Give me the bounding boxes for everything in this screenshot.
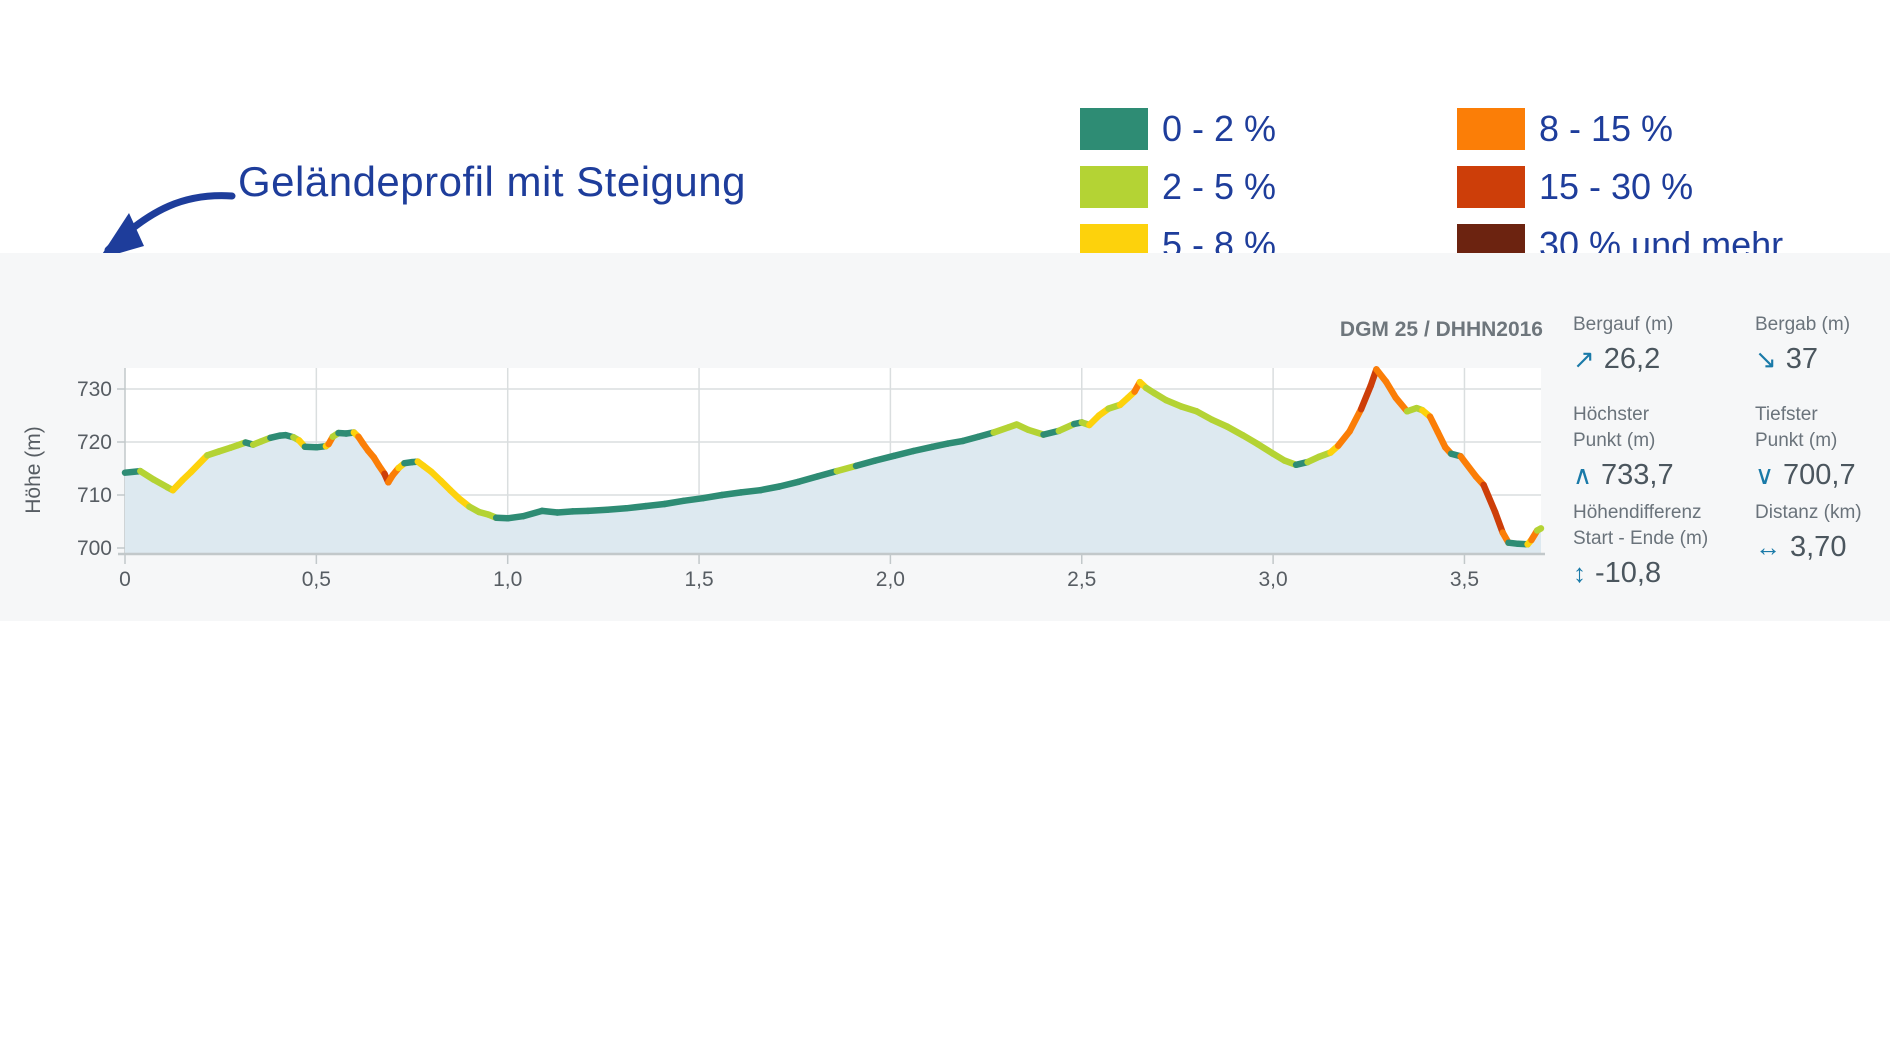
stat-label: Tiefster Punkt (m) <box>1755 404 1838 451</box>
legend-swatch <box>1457 108 1525 150</box>
chevron-down-icon: ∨ <box>1755 460 1775 490</box>
legend-label: 15 - 30 % <box>1539 166 1694 207</box>
profile-segment <box>910 443 936 455</box>
profile-segment <box>1480 481 1499 516</box>
stat-block: Höchster Punkt (m) ∧ 733,7 <box>1573 402 1748 492</box>
arrow-up-right-icon: ↗ <box>1573 344 1595 374</box>
x-tick-label: 3,5 <box>1450 568 1479 591</box>
chevron-up-icon: ∧ <box>1573 460 1593 490</box>
profile-segment <box>795 473 821 486</box>
y-tick-label: 700 <box>77 537 112 560</box>
profile-segment <box>814 467 841 480</box>
x-tick-label: 2,0 <box>876 568 905 591</box>
stat-block: Bergauf (m) ↗ 26,2 <box>1573 312 1748 376</box>
legend-item: 0 - 2 % <box>1080 108 1276 150</box>
profile-segment <box>187 452 211 476</box>
x-tick-label: 1,5 <box>684 568 713 591</box>
stat-block: Höhendifferenz Start - Ende (m) ↕ -10,8 <box>1573 500 1748 590</box>
profile-segment <box>890 447 917 460</box>
chart-source-label: DGM 25 / DHHN2016 <box>1340 318 1543 341</box>
x-tick-label: 0 <box>119 568 131 591</box>
arrow-left-right-icon: ↔ <box>1755 532 1781 562</box>
legend-item: 2 - 5 % <box>1080 166 1276 208</box>
profile-segment <box>1357 382 1374 413</box>
legend-swatch <box>1457 166 1525 208</box>
stat-label: Höchster Punkt (m) <box>1573 404 1656 451</box>
x-tick-label: 1,0 <box>493 568 522 591</box>
profile-segment <box>1457 453 1480 480</box>
stat-block: Tiefster Punkt (m) ∨ 700,7 <box>1755 402 1890 492</box>
legend-label: 8 - 15 % <box>1539 108 1674 149</box>
elevation-profile-chart[interactable]: 700 710 720 730 0 0,5 1,0 1,5 2,0 2,5 3,0 3,5 Höhe (… <box>0 253 1890 621</box>
y-tick-label: 730 <box>77 378 112 401</box>
elevation-area-fill <box>125 369 1541 553</box>
stat-value: ↔ 3,70 <box>1755 531 1847 563</box>
stat-value: ↘ 37 <box>1755 343 1819 375</box>
profile-segment <box>871 452 898 464</box>
stat-block: Distanz (km) ↔ 3,70 <box>1755 500 1890 564</box>
arrow-down-right-icon: ↘ <box>1755 344 1777 374</box>
stat-value: ↕ -10,8 <box>1573 557 1662 589</box>
y-tick-label: 720 <box>77 431 112 454</box>
stat-value: ∧ 733,7 <box>1573 459 1674 491</box>
profile-segment <box>1533 525 1545 534</box>
stat-label: Distanz (km) <box>1755 502 1862 523</box>
legend-item: 15 - 30 % <box>1457 166 1783 208</box>
legend-label: 2 - 5 % <box>1162 166 1277 207</box>
legend-label: 0 - 2 % <box>1162 108 1277 149</box>
stat-label: Höhendifferenz Start - Ende (m) <box>1573 502 1709 549</box>
profile-segment <box>833 462 860 475</box>
legend-swatch <box>1080 166 1148 208</box>
profile-segment <box>1491 508 1506 536</box>
stat-value: ∨ 700,7 <box>1755 459 1856 491</box>
y-axis-title: Höhe (m) <box>22 426 45 514</box>
profile-segment <box>1346 405 1365 435</box>
stat-label: Bergab (m) <box>1755 314 1851 335</box>
profile-segment <box>776 478 802 490</box>
legend-swatch <box>1080 108 1148 150</box>
profile-segment <box>519 507 546 520</box>
arrow-up-down-icon: ↕ <box>1573 558 1586 588</box>
stat-label: Bergauf (m) <box>1573 314 1674 335</box>
annotation-arrow-icon <box>99 192 236 259</box>
profile-segment <box>852 457 879 470</box>
legend-item: 8 - 15 % <box>1457 108 1783 150</box>
y-tick-label: 710 <box>77 484 112 507</box>
x-tick-label: 2,5 <box>1067 568 1096 591</box>
stat-value: ↗ 26,2 <box>1573 343 1661 375</box>
x-tick-label: 3,0 <box>1259 568 1288 591</box>
x-tick-label: 0,5 <box>302 568 331 591</box>
annotation-title: Geländeprofil mit Steigung <box>238 158 746 205</box>
stat-block: Bergab (m) ↘ 37 <box>1755 312 1890 376</box>
